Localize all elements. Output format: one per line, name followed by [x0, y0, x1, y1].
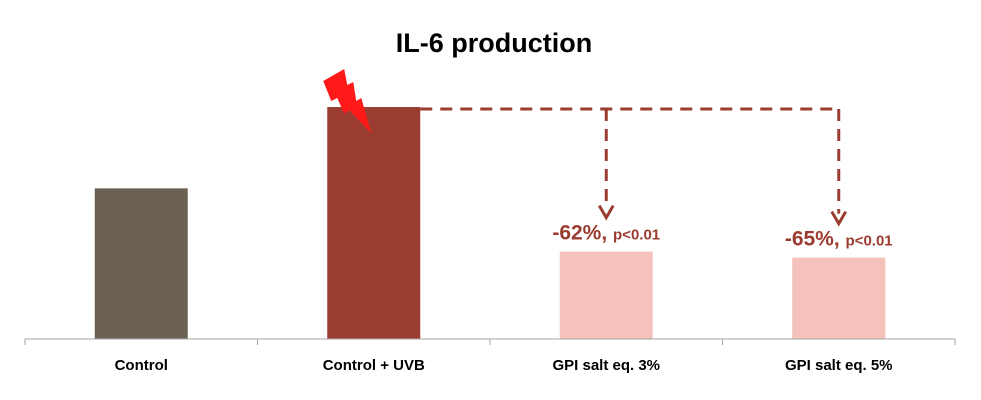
reduction-arrows [420, 107, 848, 227]
reduction-annotation: -62%, p<0.01 [552, 222, 660, 245]
bar [94, 188, 188, 339]
bar [792, 257, 886, 339]
bars [94, 107, 886, 339]
category-label: Control [115, 357, 168, 374]
lightning-bolt-icon [323, 69, 372, 134]
annotations: -62%, p<0.01 -65%, p<0.01 [552, 222, 892, 251]
bar [559, 251, 653, 339]
chart-title: IL-6 production [396, 28, 592, 58]
reduction-arrow-head [830, 210, 848, 227]
reduction-annotation: -65%, p<0.01 [785, 228, 893, 251]
category-label: GPI salt eq. 5% [785, 357, 893, 374]
x-axis [24, 338, 956, 345]
reduction-arrow-head [597, 204, 615, 221]
category-labels: Control Control + UVB GPI salt eq. 3% GPI s… [115, 357, 893, 374]
bar [327, 107, 421, 339]
category-label: GPI salt eq. 3% [552, 357, 660, 374]
category-label: Control + UVB [323, 357, 425, 374]
lightning-bolt-icon [323, 69, 372, 134]
